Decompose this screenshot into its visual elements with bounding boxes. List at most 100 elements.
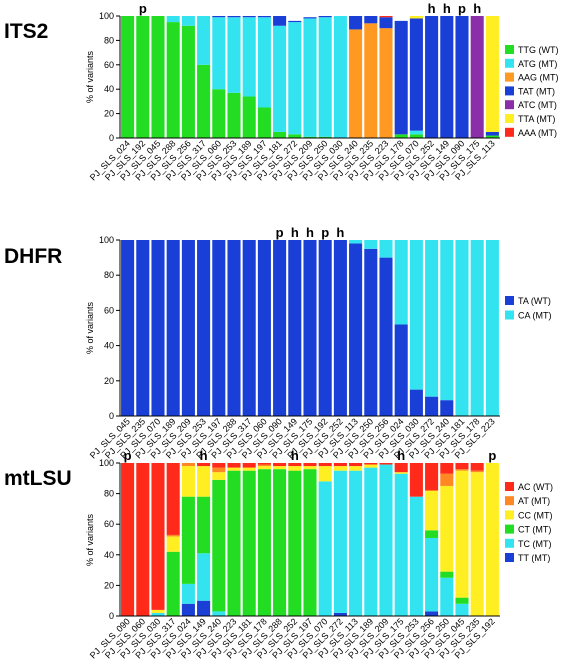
bar-segment xyxy=(394,473,408,616)
bar-segment xyxy=(455,240,469,416)
bar-segment xyxy=(425,463,439,491)
bar-segment xyxy=(273,463,287,467)
legend-label: TAT (MT) xyxy=(518,86,555,96)
bar-segment xyxy=(364,248,378,416)
panel-title: ITS2 xyxy=(4,20,48,43)
bar-segment xyxy=(242,96,256,138)
bar-segment xyxy=(273,469,287,616)
bar-segment xyxy=(273,25,287,132)
y-axis-label: % of variants xyxy=(85,513,95,566)
bar-segment xyxy=(227,467,241,471)
bar-marker-label: h xyxy=(443,1,451,16)
y-tick-label: 0 xyxy=(109,411,114,421)
bar-segment xyxy=(151,463,165,610)
bar-segment xyxy=(212,479,226,612)
legend-swatch xyxy=(505,58,514,68)
bar-segment xyxy=(212,611,226,616)
bar-segment xyxy=(349,470,363,616)
bar-segment xyxy=(181,583,195,604)
bar-segment xyxy=(212,240,226,416)
bar-segment xyxy=(288,134,302,138)
bar-segment xyxy=(440,577,454,616)
bar-segment xyxy=(136,240,150,416)
bar-segment xyxy=(242,470,256,616)
legend-swatch xyxy=(505,496,514,506)
y-tick-label: 60 xyxy=(104,519,114,529)
bar-segment xyxy=(303,240,317,416)
y-tick-label: 100 xyxy=(99,235,114,245)
bar-segment xyxy=(257,107,271,138)
bar-segment xyxy=(470,470,484,473)
bar-segment xyxy=(333,612,347,616)
bar-segment xyxy=(288,20,302,23)
bar-segment xyxy=(136,16,150,138)
bar-segment xyxy=(318,463,332,467)
bar-segment xyxy=(333,466,347,471)
bar-segment xyxy=(257,16,271,18)
bar-marker-label: h xyxy=(473,1,481,16)
y-tick-label: 40 xyxy=(104,341,114,351)
bar-segment xyxy=(257,240,271,416)
bar-segment xyxy=(394,324,408,416)
legend-swatch xyxy=(505,86,514,96)
bar-segment xyxy=(364,464,378,468)
bar-segment xyxy=(394,463,408,473)
bar-segment xyxy=(349,29,363,139)
bar-segment xyxy=(379,240,393,258)
bar-segment xyxy=(333,470,347,613)
legend-swatch xyxy=(505,538,514,548)
bar-segment xyxy=(470,16,484,138)
bar-segment xyxy=(257,17,271,108)
bar-segment xyxy=(409,463,423,497)
legend-label: AAG (MT) xyxy=(518,73,559,83)
y-tick-label: 60 xyxy=(104,60,114,70)
bar-segment xyxy=(227,92,241,138)
bar-segment xyxy=(197,553,211,601)
bar-segment xyxy=(166,240,180,416)
legend-swatch xyxy=(505,127,514,137)
bar-segment xyxy=(379,28,393,139)
legend-swatch xyxy=(505,45,514,54)
bar-segment xyxy=(455,470,469,598)
legend: TA (WT) CA (MT) xyxy=(505,296,552,321)
bar-segment xyxy=(349,463,363,467)
legend-label: AT (MT) xyxy=(518,496,550,506)
legend-label: AAA (MT) xyxy=(518,128,557,138)
panel-dhfr: DHFR% of variantsPJ_SLS_045PJ_SLS_235PJ_… xyxy=(4,225,552,461)
legend-label: TTA (MT) xyxy=(518,114,555,124)
legend-swatch xyxy=(505,100,514,110)
bar-segment xyxy=(242,463,256,468)
legend-label: ATG (MT) xyxy=(518,59,557,69)
bar-segment xyxy=(303,18,317,137)
y-tick-label: 20 xyxy=(104,109,114,119)
y-tick-label: 80 xyxy=(104,35,114,45)
bar-segment xyxy=(227,463,241,468)
bar-segment xyxy=(425,611,439,616)
legend-label: TTG (WT) xyxy=(518,45,558,55)
legend-label: TC (MT) xyxy=(518,539,552,549)
legend-label: CC (MT) xyxy=(518,510,553,520)
legend-swatch xyxy=(505,310,514,320)
bar-segment xyxy=(242,240,256,416)
bar-segment xyxy=(288,240,302,416)
bar-marker-label: p xyxy=(488,448,496,463)
bar-segment xyxy=(379,463,393,465)
legend-label: CT (MT) xyxy=(518,525,551,535)
legend-swatch xyxy=(505,524,514,534)
legend-swatch xyxy=(505,553,514,562)
bar-marker-label: p xyxy=(321,225,329,240)
bar-segment xyxy=(485,240,499,416)
bar-segment xyxy=(455,597,469,604)
bar-segment xyxy=(425,537,439,612)
bar-segment xyxy=(425,530,439,538)
bar-segment xyxy=(455,16,469,138)
bar-segment xyxy=(288,22,302,135)
bar-segment xyxy=(288,470,302,616)
bar-segment xyxy=(257,469,271,616)
bar-segment xyxy=(303,466,317,470)
bar-segment xyxy=(212,89,226,138)
bar-segment xyxy=(303,136,317,138)
bar-segment xyxy=(121,463,135,616)
bar-segment xyxy=(166,551,180,616)
